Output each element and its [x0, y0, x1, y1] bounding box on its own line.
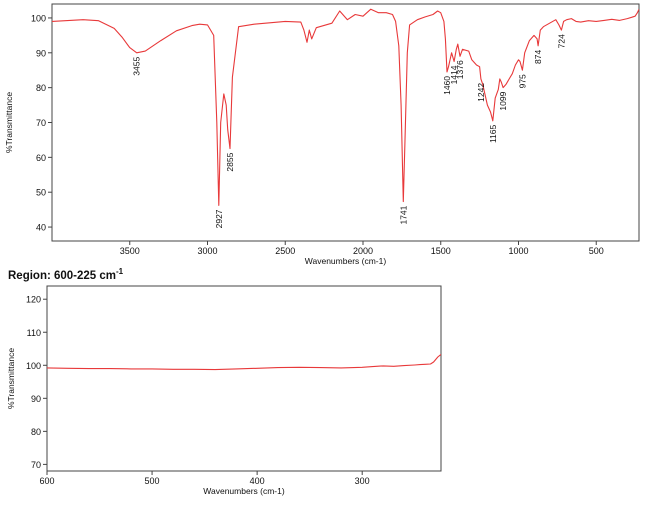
plot-frame	[51, 3, 640, 242]
y-tick-label: 50	[36, 188, 46, 198]
y-tick-label: 70	[31, 460, 41, 470]
peak-label: 2855	[225, 152, 235, 171]
peak-label: 874	[533, 50, 543, 64]
y-tick-label: 80	[36, 83, 46, 93]
peak-label: 1099	[498, 91, 508, 110]
x-tick-label: 500	[145, 476, 160, 486]
y-tick-label: 110	[27, 328, 41, 338]
y-axis-label: %Transmittance	[4, 92, 14, 153]
peak-label: 2927	[214, 209, 224, 228]
y-tick-label: 120	[26, 295, 41, 305]
y-tick-label: 90	[36, 48, 46, 58]
x-tick-label: 3500	[120, 246, 140, 256]
y-tick-label: 100	[26, 361, 41, 371]
y-tick-label: 60	[36, 153, 46, 163]
x-tick-label: 2500	[275, 246, 295, 256]
y-tick-label: 80	[31, 427, 41, 437]
peak-label: 1242	[476, 83, 486, 102]
peak-label: 1376	[455, 60, 465, 79]
peak-label: 975	[517, 74, 527, 88]
y-tick-label: 70	[36, 118, 46, 128]
y-tick-label: 100	[31, 13, 46, 23]
y-axis-label: %Transmittance	[6, 348, 16, 409]
y-tick-label: 40	[36, 223, 46, 233]
x-tick-label: 3000	[197, 246, 217, 256]
peak-label: 1741	[398, 205, 408, 224]
region-title-superscript: -1	[116, 267, 124, 276]
full-spectrum-chart: 40 50 60 70 80 90 100 3500 3000 2500 2000 1500 1000 5…	[4, 3, 640, 266]
peak-label: 1460	[442, 76, 452, 95]
region-spectrum-chart: 70 80 90 100 110 120 600 500 400 300 Wavenumbers (…	[6, 285, 442, 496]
x-axis-label: Wavenumbers (cm-1)	[305, 256, 387, 266]
spectrum-line	[52, 8, 639, 206]
plot-frame	[46, 285, 442, 472]
peak-label: 724	[556, 34, 566, 48]
x-tick-label: 300	[355, 476, 370, 486]
x-tick-label: 2000	[353, 246, 373, 256]
x-tick-label: 600	[39, 476, 54, 486]
region-title: Region: 600-225 cm-1	[8, 267, 124, 282]
x-tick-label: 1500	[431, 246, 451, 256]
region-title-text: Region: 600-225 cm	[8, 270, 116, 282]
spectrum-line	[47, 353, 441, 371]
peak-label: 1165	[488, 124, 498, 143]
y-tick-label: 90	[31, 394, 41, 404]
x-tick-label: 400	[250, 476, 265, 486]
x-tick-label: 1000	[508, 246, 528, 256]
peak-label: 3455	[132, 57, 142, 76]
x-tick-label: 500	[589, 246, 604, 256]
x-axis-label: Wavenumbers (cm-1)	[203, 486, 285, 496]
peak-label: 1414	[449, 65, 459, 84]
